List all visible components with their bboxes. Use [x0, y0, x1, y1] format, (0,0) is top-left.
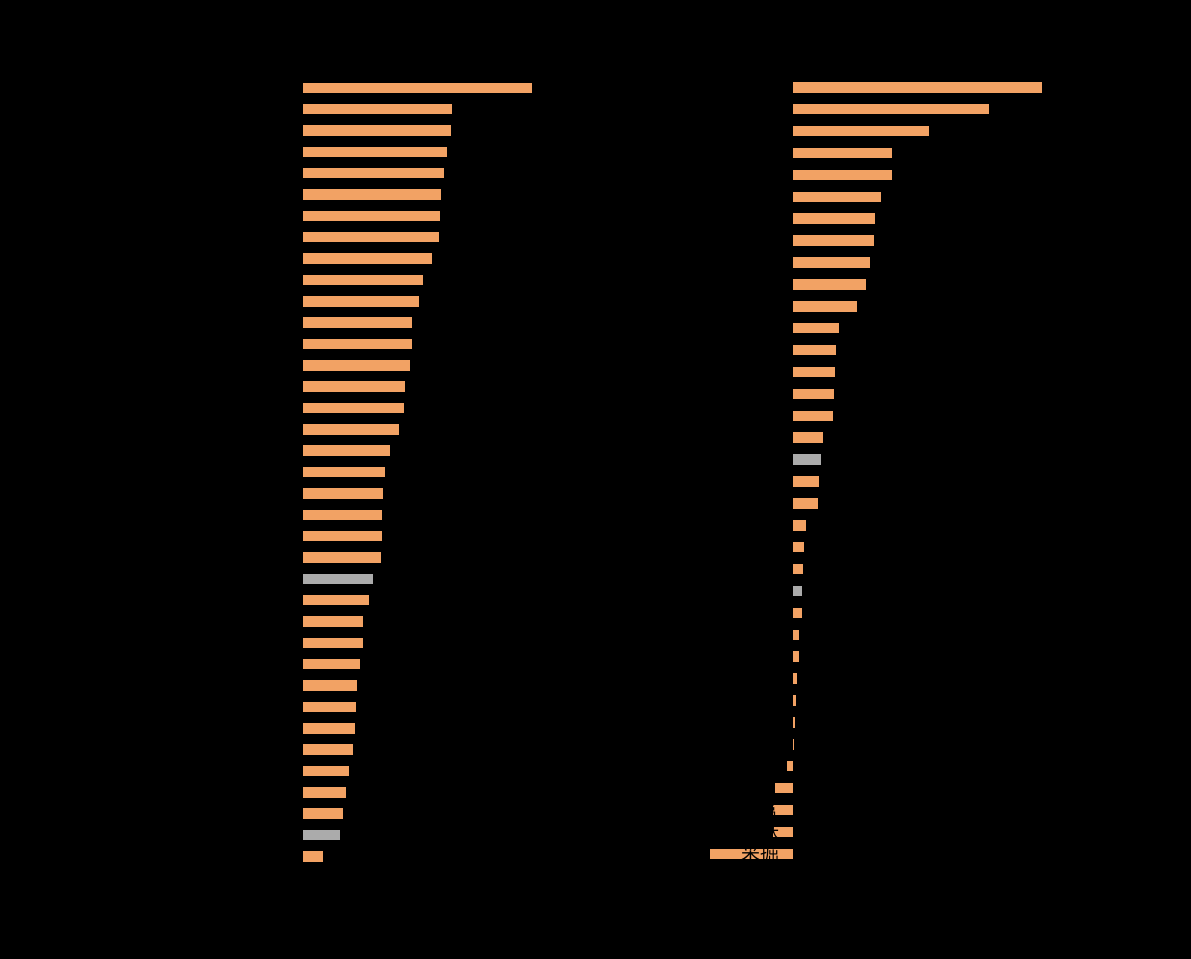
bar-row-3 — [302, 125, 451, 136]
bar-row-31 — [302, 723, 355, 734]
category-label-fragment: 采掘 — [740, 842, 779, 865]
bar-row-25 — [302, 594, 369, 606]
bar-row-20 — [302, 488, 383, 499]
bar-row-37 — [302, 851, 323, 862]
bar-row-9 — [793, 257, 870, 268]
bar-row-27 — [302, 637, 363, 649]
bar-row-32 — [302, 744, 353, 755]
bar-row-12 — [302, 317, 412, 328]
bar-row-26 — [302, 616, 363, 627]
bar-row-8 — [302, 231, 439, 243]
bar-row-15 — [793, 388, 834, 400]
bar-row-28 — [302, 658, 360, 670]
bar-row-22 — [793, 541, 804, 553]
bar-row-4 — [302, 146, 447, 158]
bar-row-26 — [793, 629, 799, 640]
bar-row-17 — [302, 424, 399, 435]
bar-row-20 — [793, 498, 818, 509]
bar-row-29 — [793, 695, 796, 706]
bar-row-36 — [302, 829, 340, 841]
bar-row-3 — [793, 125, 929, 137]
bar-row-35 — [773, 826, 793, 838]
bar-row-15 — [302, 381, 405, 392]
bar-row-5 — [302, 167, 444, 179]
bar-row-6 — [793, 191, 881, 202]
bar-row-14 — [302, 360, 410, 371]
bar-row-33 — [775, 782, 793, 794]
bar-row-30 — [302, 701, 356, 713]
bar-row-28 — [793, 673, 797, 684]
bar-row-16 — [793, 410, 833, 421]
bar-row-4 — [793, 147, 892, 159]
bar-row-14 — [793, 366, 835, 378]
bar-row-18 — [793, 454, 821, 465]
bar-row-7 — [793, 213, 875, 224]
bar-row-29 — [302, 680, 357, 691]
bar-row-2 — [793, 103, 989, 115]
bar-row-25 — [793, 607, 802, 619]
bar-row-18 — [302, 445, 390, 456]
bar-row-35 — [302, 808, 343, 819]
category-label-fragment: 铁 — [759, 820, 779, 843]
bar-row-11 — [793, 301, 857, 312]
bar-row-17 — [793, 432, 823, 443]
bar-row-34 — [773, 804, 793, 816]
category-label-fragment: 属 — [757, 798, 777, 821]
bar-row-19 — [793, 476, 819, 487]
bar-row-10 — [302, 274, 423, 286]
bar-row-6 — [302, 189, 441, 200]
bar-row-30 — [793, 717, 795, 728]
bar-row-24 — [793, 585, 802, 597]
bar-row-13 — [793, 344, 836, 356]
bar-row-23 — [793, 563, 803, 575]
bar-row-31 — [793, 739, 794, 750]
bar-row-36 — [710, 848, 793, 859]
bar-row-7 — [302, 210, 440, 222]
bar-row-23 — [302, 552, 381, 563]
bar-row-19 — [302, 466, 385, 478]
bar-row-10 — [793, 279, 866, 290]
bar-row-2 — [302, 103, 452, 115]
bar-row-34 — [302, 787, 346, 798]
bar-row-27 — [793, 651, 799, 662]
bar-row-8 — [793, 235, 874, 246]
bar-row-5 — [793, 169, 892, 181]
bar-row-22 — [302, 530, 382, 542]
bar-row-1 — [793, 82, 1042, 93]
bar-row-11 — [302, 296, 419, 307]
bar-row-13 — [302, 338, 412, 350]
bar-row-32 — [787, 760, 793, 772]
bar-row-21 — [793, 520, 806, 531]
bar-row-21 — [302, 509, 382, 520]
bar-row-16 — [302, 402, 404, 414]
bar-row-9 — [302, 253, 432, 264]
bar-row-1 — [302, 82, 532, 93]
bar-row-12 — [793, 322, 839, 334]
bar-row-24 — [302, 573, 373, 585]
bar-row-33 — [302, 765, 349, 777]
